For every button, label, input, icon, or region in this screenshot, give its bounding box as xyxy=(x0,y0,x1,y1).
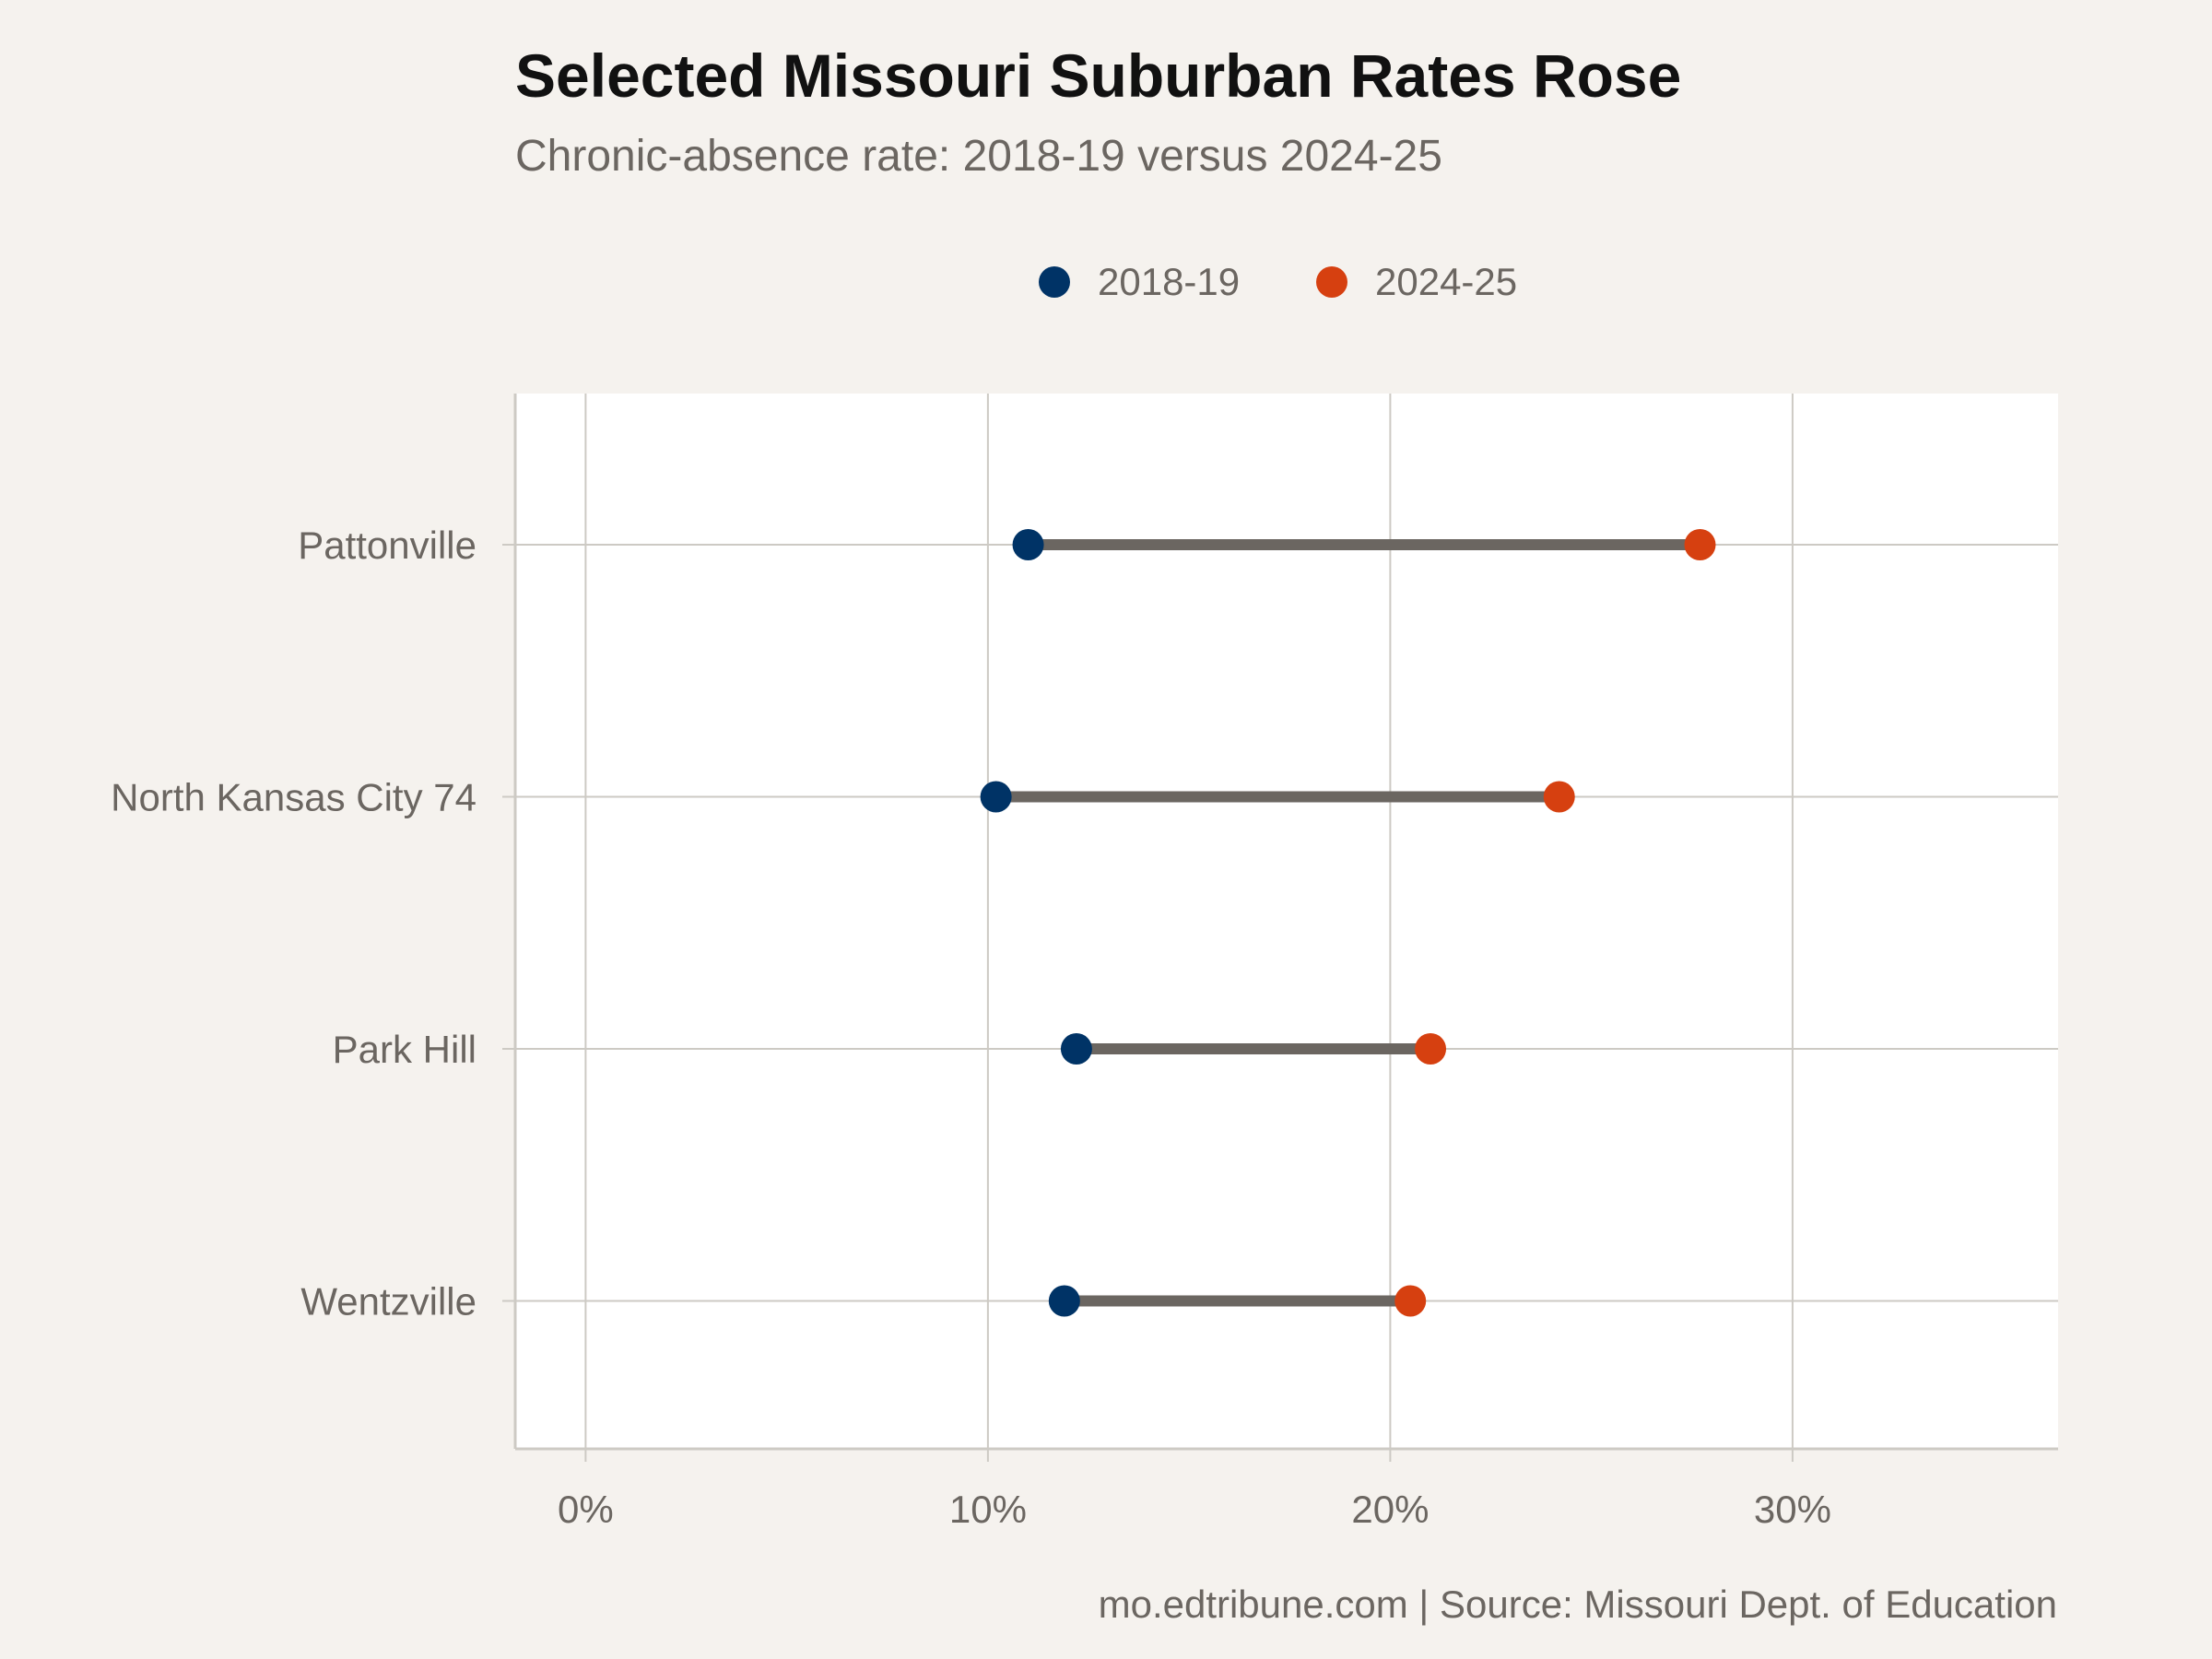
point-2018-19-1 xyxy=(980,781,1012,813)
chart-subtitle: Chronic-absence rate: 2018-19 versus 202… xyxy=(515,132,1442,181)
y-tick-label-0: Pattonville xyxy=(298,524,477,567)
x-tick-label-0: 0% xyxy=(558,1488,614,1531)
point-2018-19-2 xyxy=(1060,1033,1092,1065)
point-2024-25-1 xyxy=(1543,781,1575,813)
x-tick-label-3: 30% xyxy=(1754,1488,1831,1531)
point-2024-25-3 xyxy=(1394,1285,1427,1317)
point-2024-25-0 xyxy=(1684,529,1716,560)
point-2018-19-0 xyxy=(1012,529,1044,560)
legend-label-2024-25: 2024-25 xyxy=(1375,260,1518,303)
x-tick-label-1: 10% xyxy=(949,1488,1027,1531)
y-tick-label-2: Park Hill xyxy=(333,1028,477,1071)
legend-dot-2018-19 xyxy=(1039,266,1070,298)
legend: 2018-19 2024-25 xyxy=(0,254,2212,310)
x-tick-label-2: 20% xyxy=(1351,1488,1429,1531)
y-tick-label-1: North Kansas City 74 xyxy=(111,776,477,819)
legend-item-2024-25: 2024-25 xyxy=(1316,254,1517,310)
legend-dot-2024-25 xyxy=(1316,266,1347,298)
y-tick-label-3: Wentzville xyxy=(300,1280,477,1324)
legend-item-2018-19: 2018-19 xyxy=(1039,254,1240,310)
chart-caption: mo.edtribune.com | Source: Missouri Dept… xyxy=(1098,1583,2057,1626)
point-2024-25-2 xyxy=(1415,1033,1447,1065)
plot-panel xyxy=(515,394,2058,1449)
legend-label-2018-19: 2018-19 xyxy=(1098,260,1241,303)
chart-title: Selected Missouri Suburban Rates Rose xyxy=(515,41,1682,110)
point-2018-19-3 xyxy=(1048,1285,1080,1317)
